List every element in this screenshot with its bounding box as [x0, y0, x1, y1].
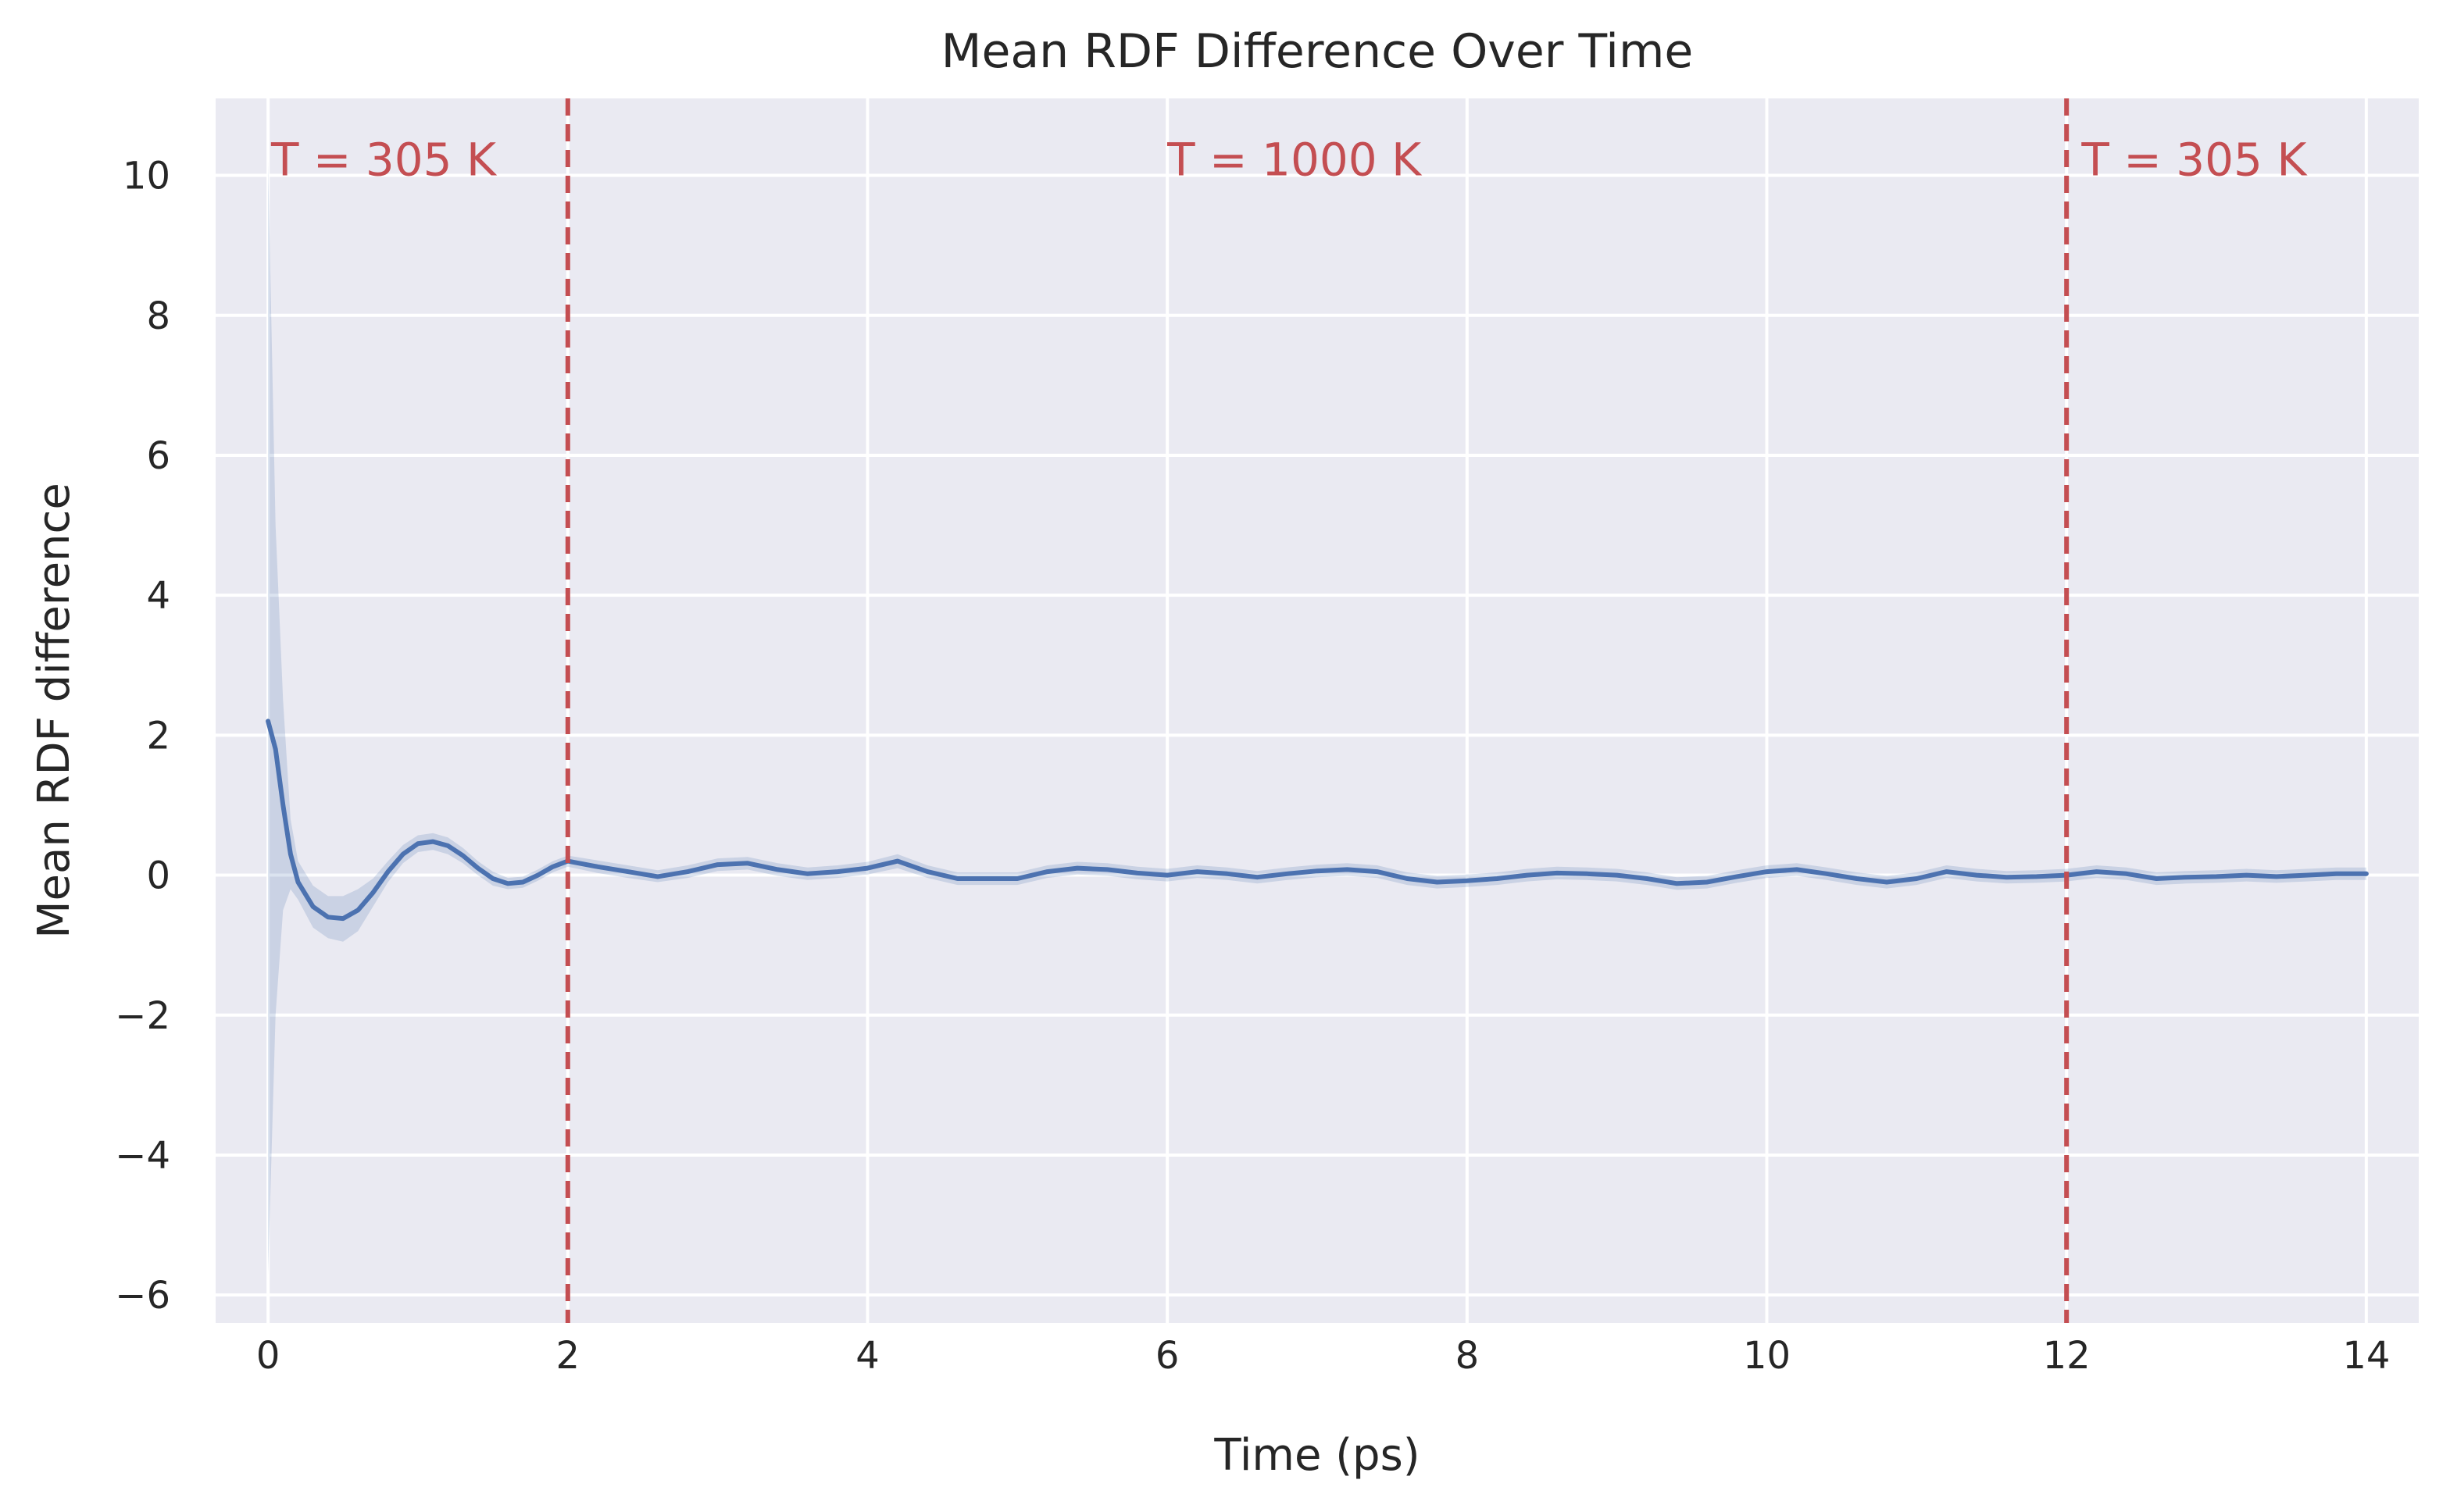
y-tick-label-4: 2	[146, 714, 170, 758]
annotation-1: T = 1000 K	[1166, 134, 1423, 187]
x-tick-label-4: 8	[1455, 1334, 1480, 1378]
y-tick-label-8: 10	[123, 155, 170, 198]
y-axis-label: Mean RDF difference	[29, 483, 80, 939]
x-tick-label-6: 12	[2043, 1334, 2091, 1378]
chart-title: Mean RDF Difference Over Time	[941, 24, 1694, 79]
x-tick-label-1: 2	[556, 1334, 580, 1378]
plot-background	[216, 98, 2419, 1323]
x-tick-label-7: 14	[2342, 1334, 2390, 1378]
y-tick-label-1: −4	[115, 1134, 170, 1178]
y-tick-label-6: 6	[146, 434, 170, 478]
annotation-0: T = 305 K	[270, 134, 498, 187]
y-tick-label-3: 0	[146, 854, 170, 898]
series-line	[266, 719, 2369, 922]
x-tick-layer: 0 2 4 6 8 10 12 14	[256, 1334, 2391, 1378]
y-tick-label-5: 4	[146, 574, 170, 618]
y-tick-label-2: −2	[115, 994, 170, 1038]
x-tick-label-2: 4	[855, 1334, 880, 1378]
vline-layer	[565, 98, 2070, 1323]
y-tick-layer: −6 −4 −2 0 2 4 6 8 10	[115, 155, 170, 1318]
x-tick-label-0: 0	[256, 1334, 280, 1378]
x-tick-label-3: 6	[1155, 1334, 1180, 1378]
y-tick-label-7: 8	[146, 294, 170, 338]
grid	[216, 98, 2419, 1323]
y-tick-label-0: −6	[115, 1274, 170, 1318]
annotation-2: T = 305 K	[2080, 134, 2308, 187]
x-tick-label-5: 10	[1743, 1334, 1791, 1378]
series-line-layer	[266, 719, 2369, 922]
x-axis-label: Time (ps)	[1213, 1430, 1420, 1481]
annotation-layer: T = 305 K T = 1000 K T = 305 K	[270, 134, 2308, 187]
